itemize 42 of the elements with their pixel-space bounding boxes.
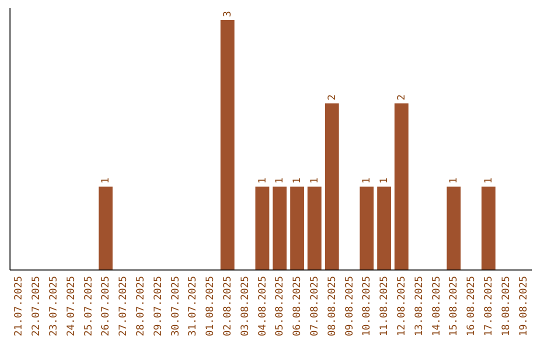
x-tick-label: 18.08.2025 <box>500 276 512 336</box>
x-tick-label: 27.07.2025 <box>118 276 130 336</box>
x-tick-label: 11.08.2025 <box>379 276 390 336</box>
data-label: 1 <box>362 178 373 184</box>
x-tick-label: 02.08.2025 <box>222 276 234 336</box>
x-tick-label: 06.08.2025 <box>292 276 304 336</box>
data-label: 1 <box>100 178 112 184</box>
x-tick-label: 31.07.2025 <box>188 276 199 336</box>
x-tick-label: 24.07.2025 <box>66 276 77 336</box>
data-label: 2 <box>396 94 408 100</box>
x-tick-label: 17.08.2025 <box>484 276 494 336</box>
x-tick-label: 28.07.2025 <box>136 276 146 336</box>
x-tick-label: 16.08.2025 <box>466 276 478 336</box>
data-label: 2 <box>326 94 338 100</box>
x-tick-label: 21.07.2025 <box>14 276 25 336</box>
data-label: 1 <box>448 178 460 184</box>
x-tick-label: 04.08.2025 <box>257 276 268 336</box>
data-label: 1 <box>292 178 304 184</box>
data-label: 1 <box>274 178 286 184</box>
x-tick-label: 05.08.2025 <box>274 276 286 336</box>
x-tick-label: 01.08.2025 <box>205 276 216 336</box>
data-label: 1 <box>379 178 390 184</box>
x-tick-label: 07.08.2025 <box>310 276 320 336</box>
data-label: 1 <box>484 178 494 184</box>
x-tick-label: 03.08.2025 <box>240 276 251 336</box>
x-tick-label: 30.07.2025 <box>170 276 182 336</box>
x-tick-label: 10.08.2025 <box>362 276 373 336</box>
x-tick-label: 23.07.2025 <box>48 276 60 336</box>
x-tick-label: 13.08.2025 <box>414 276 425 336</box>
x-tick-label: 26.07.2025 <box>100 276 112 336</box>
x-tick-label: 08.08.2025 <box>326 276 338 336</box>
x-tick-label: 25.07.2025 <box>83 276 94 336</box>
x-tick-label: 14.08.2025 <box>431 276 442 336</box>
x-tick-label: 15.08.2025 <box>448 276 460 336</box>
data-label: 3 <box>222 10 234 17</box>
x-tick-label: 22.07.2025 <box>31 276 42 336</box>
x-tick-label: 29.07.2025 <box>152 276 164 336</box>
x-tick-label: 09.08.2025 <box>344 276 356 336</box>
x-tick-label: 19.08.2025 <box>518 276 530 336</box>
x-tick-label: 12.08.2025 <box>396 276 408 336</box>
data-label: 1 <box>257 178 268 184</box>
data-label: 1 <box>310 178 320 184</box>
